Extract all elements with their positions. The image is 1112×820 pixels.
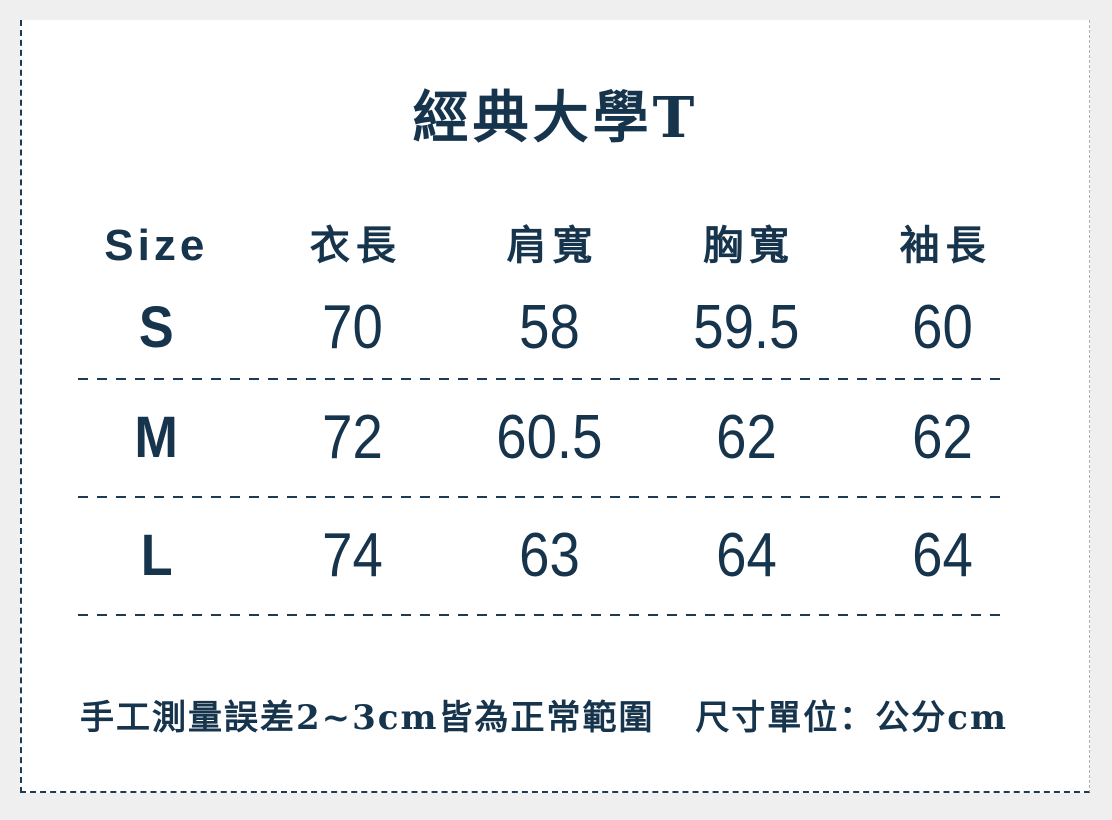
size-table: Size 衣長 肩寬 胸寬 袖長 S 70 58 59.5 60 M 72 60… [58, 214, 1041, 616]
column-header-shoulder: 肩寬 [506, 222, 599, 269]
table-cell: 60 [844, 297, 1041, 359]
value-text: 70 [322, 293, 384, 362]
table-cell: 64 [648, 525, 845, 587]
table-row-m: M 72 60.5 62 62 [58, 380, 1041, 496]
table-cell: 74 [255, 525, 452, 587]
size-label: M [58, 409, 255, 467]
size-label-text: L [140, 523, 173, 588]
table-cell: 72 [255, 407, 452, 469]
value-text: 62 [715, 403, 777, 472]
value-text: 64 [715, 521, 777, 590]
table-cell: 64 [844, 525, 1041, 587]
table-header-row: Size 衣長 肩寬 胸寬 袖長 [58, 214, 1041, 278]
table-row-s: S 70 58 59.5 60 [58, 278, 1041, 378]
footnote-measurement-tolerance: 手工測量誤差2~3cm皆為正常範圍 [80, 698, 655, 738]
table-row-l: L 74 63 64 64 [58, 498, 1041, 614]
size-chart-card: 經典大學T Size 衣長 肩寬 胸寬 袖長 S 70 58 59.5 60 M… [20, 20, 1090, 793]
table-cell: 62 [648, 407, 845, 469]
size-label: L [58, 527, 255, 585]
value-text: 74 [322, 521, 384, 590]
table-cell: 63 [451, 525, 648, 587]
value-text: 72 [322, 403, 384, 472]
value-text: 62 [912, 403, 974, 472]
size-label: S [58, 299, 255, 357]
size-label-text: M [134, 405, 179, 470]
column-header-size: Size [104, 221, 209, 270]
footnote-unit: 尺寸單位：公分cm [695, 698, 1008, 738]
column-header-sleeve: 袖長 [899, 222, 992, 269]
value-text: 64 [912, 521, 974, 590]
value-text: 60.5 [496, 403, 603, 472]
value-text: 60 [912, 293, 974, 362]
table-cell: 59.5 [648, 297, 845, 359]
footnote-row: 手工測量誤差2~3cm皆為正常範圍 尺寸單位：公分cm [80, 694, 1008, 742]
table-cell: 58 [451, 297, 648, 359]
value-text: 58 [519, 293, 580, 362]
row-separator [78, 496, 1006, 498]
size-label-text: S [138, 295, 174, 360]
row-separator [78, 614, 1006, 616]
value-text: 59.5 [692, 293, 800, 362]
column-header-chest: 胸寬 [703, 222, 796, 269]
table-cell: 70 [255, 297, 452, 359]
value-text: 63 [519, 521, 580, 590]
row-separator [78, 378, 1006, 380]
table-cell: 62 [844, 407, 1041, 469]
table-cell: 60.5 [451, 407, 648, 469]
size-chart-title: 經典大學T [412, 85, 699, 151]
column-header-length: 衣長 [309, 222, 402, 269]
